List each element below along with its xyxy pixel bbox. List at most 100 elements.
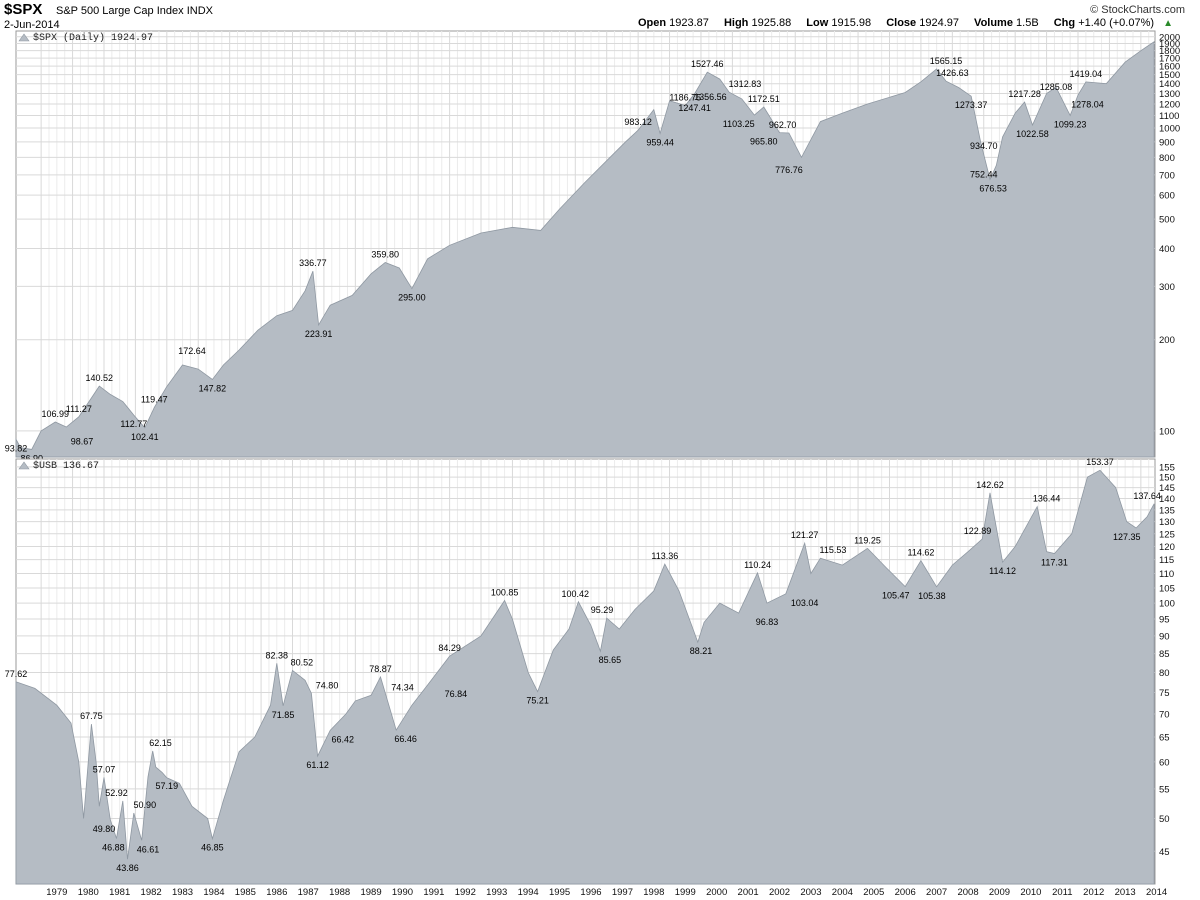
- x-tick-label: 1998: [643, 887, 664, 898]
- y-tick-label: 1600: [1159, 62, 1180, 73]
- y-tick-label: 105: [1159, 583, 1175, 594]
- data-label: 105.38: [918, 591, 946, 601]
- y-tick-label: 1300: [1159, 89, 1180, 100]
- x-tick-label: 1990: [392, 887, 413, 898]
- data-label: 142.62: [976, 480, 1004, 490]
- data-label: 140.52: [85, 373, 113, 383]
- data-label: 43.86: [116, 863, 139, 873]
- y-tick-label: 75: [1159, 688, 1170, 699]
- y-tick-label: 1900: [1159, 39, 1180, 50]
- data-label: 934.70: [970, 141, 998, 151]
- index-title: S&P 500 Large Cap Index: [56, 5, 184, 17]
- data-label: 295.00: [398, 293, 426, 303]
- x-tick-label: 2008: [957, 887, 978, 898]
- y-tick-label: 600: [1159, 191, 1175, 202]
- data-label: 57.07: [93, 764, 116, 774]
- data-label: 74.80: [316, 680, 339, 690]
- series-area: [15, 469, 1155, 885]
- data-label: 1527.46: [691, 59, 724, 69]
- data-label: 1285.08: [1040, 82, 1073, 92]
- x-tick-label: 1991: [423, 887, 444, 898]
- open-label: Open: [637, 17, 667, 29]
- series-area: [15, 41, 1155, 458]
- y-tick-label: 60: [1159, 757, 1170, 768]
- x-tick-label: 1979: [46, 887, 67, 898]
- y-tick-label: 120: [1159, 542, 1175, 553]
- volume-label: Volume: [974, 17, 1013, 29]
- x-tick-label: 1982: [141, 887, 162, 898]
- data-label: 959.44: [646, 137, 674, 147]
- data-label: 85.65: [599, 655, 622, 665]
- symbol: $SPX: [4, 1, 43, 18]
- data-label: 1426.63: [936, 68, 969, 78]
- data-label: 111.27: [66, 404, 92, 414]
- data-label: 147.82: [199, 383, 227, 393]
- data-label: 67.75: [80, 711, 103, 721]
- data-label: 66.46: [394, 734, 417, 744]
- data-label: 752.44: [970, 169, 998, 179]
- y-tick-label: 700: [1159, 170, 1175, 181]
- data-label: 1312.83: [729, 79, 762, 89]
- data-label: 62.15: [149, 738, 172, 748]
- low-label: Low: [806, 17, 829, 29]
- x-tick-label: 2003: [800, 887, 821, 898]
- x-tick-label: 1983: [172, 887, 193, 898]
- data-label: 137.64: [1133, 491, 1161, 501]
- y-tick-label: 70: [1159, 709, 1170, 720]
- y-tick-label: 140: [1159, 494, 1175, 505]
- data-label: 115.53: [820, 545, 847, 555]
- data-label: 223.91: [305, 329, 333, 339]
- x-tick-label: 1999: [675, 887, 696, 898]
- y-tick-label: 145: [1159, 483, 1175, 494]
- credit-link[interactable]: © StockCharts.com: [1090, 4, 1185, 16]
- y-tick-label: 80: [1159, 668, 1170, 679]
- x-tick-label: 2000: [706, 887, 727, 898]
- low-value: 1915.98: [831, 17, 872, 29]
- y-tick-label: 2000: [1159, 32, 1180, 43]
- y-tick-label: 95: [1159, 615, 1170, 626]
- data-label: 1099.23: [1054, 120, 1087, 130]
- x-tick-label: 1996: [580, 887, 601, 898]
- close-label: Close: [886, 17, 917, 29]
- data-label: 98.67: [71, 437, 94, 447]
- data-label: 106.99: [42, 409, 70, 419]
- data-label: 74.34: [391, 682, 414, 692]
- data-label: 77.62: [5, 669, 28, 679]
- data-label: 84.29: [438, 643, 461, 653]
- data-label: 1217.28: [1008, 89, 1041, 99]
- data-label: 962.70: [769, 120, 797, 130]
- legend-label: $USB 136.67: [33, 460, 99, 472]
- data-label: 61.12: [306, 760, 329, 770]
- data-label: 1186.75: [669, 92, 701, 102]
- data-label: 127.35: [1113, 532, 1141, 542]
- open-value: 1923.87: [669, 17, 709, 29]
- data-label: 983.12: [624, 117, 652, 127]
- volume-value: 1.5B: [1016, 17, 1039, 29]
- x-tick-label: 2004: [832, 887, 853, 898]
- x-tick-label: 2009: [989, 887, 1010, 898]
- y-tick-label: 1100: [1159, 111, 1179, 122]
- y-tick-label: 1700: [1159, 54, 1180, 65]
- x-tick-label: 1986: [266, 887, 287, 898]
- x-tick-label: 2014: [1146, 887, 1167, 898]
- y-tick-label: 300: [1159, 282, 1175, 293]
- data-label: 66.42: [332, 734, 355, 744]
- data-label: 102.41: [131, 432, 159, 442]
- x-tick-label: 1993: [486, 887, 507, 898]
- data-label: 46.88: [102, 843, 125, 853]
- exchange-code: INDX: [186, 5, 213, 17]
- data-label: 1273.37: [955, 100, 988, 110]
- quote-bar: Open 1923.87 High 1925.88 Low 1915.98 Cl…: [638, 17, 1185, 29]
- data-label: 359.80: [371, 249, 399, 259]
- data-label: 676.53: [979, 183, 1007, 193]
- data-label: 1103.25: [723, 119, 755, 129]
- x-tick-label: 1988: [329, 887, 350, 898]
- chg-label: Chg: [1053, 17, 1076, 29]
- y-tick-label: 100: [1159, 599, 1175, 610]
- data-label: 75.21: [526, 696, 549, 706]
- data-label: 1247.41: [678, 103, 711, 113]
- data-label: 122.89: [964, 526, 992, 536]
- legend-swatch-icon: [18, 33, 30, 42]
- chg-value: +1.40 (+0.07%): [1078, 17, 1155, 29]
